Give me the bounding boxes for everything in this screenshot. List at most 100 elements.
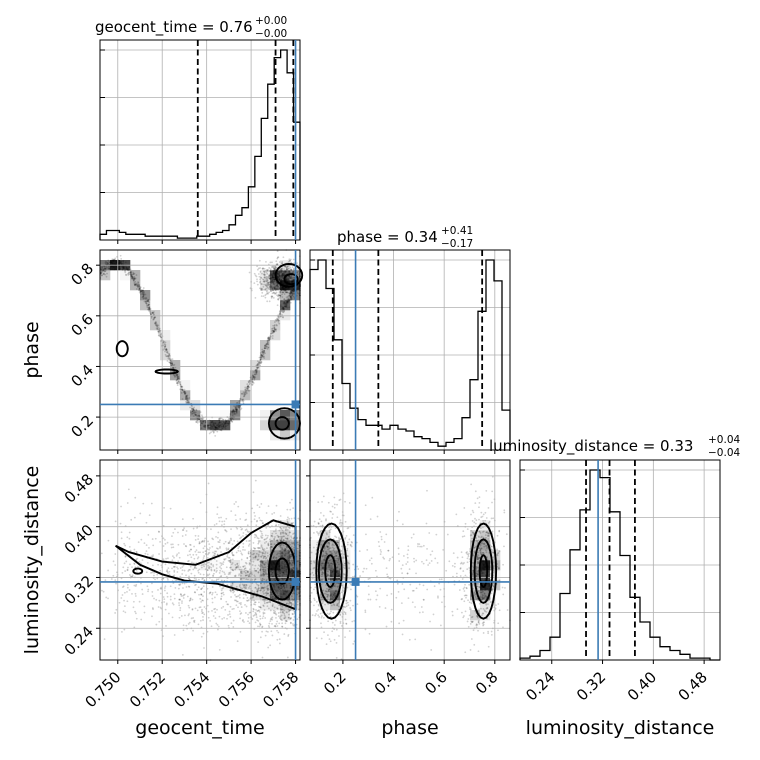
panel-time-distance-sample-point: [202, 547, 205, 550]
panel-time-distance-sample-point: [243, 565, 246, 567]
panel-time-phase-sample-point: [272, 330, 275, 333]
panel-phase-distance-sample-point: [436, 561, 439, 564]
panel-time-distance-sample-point: [279, 608, 282, 610]
panel-time-phase-sample-point: [180, 388, 183, 391]
panel-time-phase-sample-point: [187, 401, 190, 403]
panel-time-phase-sample-point: [218, 424, 221, 427]
panel-time-phase-sample-point: [252, 374, 254, 377]
panel-time-phase-sample-point: [282, 310, 285, 313]
panel-time-distance-sample-point: [125, 560, 128, 563]
panel-time-phase-sample-point: [115, 265, 118, 268]
panel-time-phase-sample-point: [256, 364, 259, 367]
panel-time-distance-sample-point: [126, 568, 129, 571]
panel-time-phase-sample-point: [267, 287, 270, 290]
panel-time-distance-sample-point: [201, 608, 203, 611]
panel-time-phase-sample-point: [122, 260, 125, 263]
panel-time-phase-sample-point: [169, 361, 171, 364]
panel-time-distance-sample-point: [233, 590, 236, 593]
panel-time-phase-sample-point: [224, 420, 227, 422]
panel-time-phase-sample-point: [286, 298, 289, 301]
panel-time-distance-sample-point: [252, 556, 255, 559]
panel-time-distance-sample-point: [232, 619, 235, 622]
panel-time-phase-sample-point: [142, 289, 145, 292]
panel-time-phase-sample-point: [209, 424, 212, 427]
panel-time-distance-sample-point: [162, 596, 165, 598]
panel-time-phase-sample-point: [287, 296, 289, 299]
panel-time-distance-sample-point: [199, 597, 202, 600]
panel-time-phase-sample-point: [171, 361, 173, 364]
panel-time-distance-sample-point: [214, 591, 217, 594]
panel-time-phase-sample-point: [235, 410, 238, 413]
panel-time-distance-sample-point: [133, 548, 136, 551]
panel-phase-distance-sample-point: [407, 597, 410, 600]
panel-time-distance-sample-point: [268, 607, 270, 610]
panel-time-distance-sample-point: [283, 633, 286, 635]
panel-time-distance-sample-point: [154, 578, 156, 581]
panel-time-phase-sample-point: [287, 280, 289, 283]
panel-time-distance-sample-point: [185, 545, 188, 548]
panel-time-distance-sample-point: [246, 571, 249, 574]
panel-time-phase-sample-point: [194, 411, 197, 414]
panel-time-phase-sample-point: [275, 323, 278, 326]
panel-time-phase-sample-point: [291, 280, 294, 282]
panel-time-distance-sample-point: [269, 620, 272, 623]
panel-time-phase-sample-point: [127, 267, 129, 270]
panel-time-distance-sample-point: [240, 558, 243, 561]
panel-time-phase-density-cell: [140, 300, 151, 311]
panel-time-phase-sample-point: [224, 419, 227, 421]
panel-time-distance-sample-point: [169, 595, 172, 598]
panel-time-distance-sample-point: [212, 565, 215, 568]
panel-time-distance-sample-point: [288, 550, 291, 553]
panel-time-distance-sample-point: [152, 554, 154, 557]
panel-time-distance-sample-point: [100, 552, 103, 555]
panel-time-distance-sample-point: [257, 558, 260, 561]
panel-time-distance-sample-point: [227, 547, 230, 550]
panel-time-phase-sample-point: [239, 398, 242, 401]
panel-time-phase-sample-point: [153, 313, 155, 316]
panel-time-distance-sample-point: [259, 617, 262, 620]
panel-time-phase-sample-point: [285, 301, 288, 304]
panel-time-distance-sample-point: [187, 604, 190, 607]
panel-time-phase-sample-point: [173, 375, 176, 378]
panel-time-phase-sample-point: [213, 425, 216, 428]
panel-time-distance-sample-point: [184, 534, 187, 536]
panel-time-distance-sample-point: [225, 517, 228, 520]
panel-time-distance-sample-point: [154, 537, 157, 540]
panel-phase-distance-sample-point: [332, 611, 335, 614]
panel-time-distance-sample-point: [177, 560, 180, 563]
panel-time-phase-sample-point: [113, 258, 116, 261]
panel-time-phase-sample-point: [287, 298, 290, 301]
panel-time-phase-sample-point: [188, 401, 191, 404]
panel-time-distance-sample-point: [211, 545, 214, 548]
panel-time-distance-sample-point: [181, 529, 184, 532]
panel-time-distance-sample-point: [254, 556, 257, 559]
panel-time-phase-sample-point: [177, 380, 180, 383]
panel-time-phase-sample-point: [122, 266, 125, 269]
panel-time-phase-sample-point: [121, 265, 124, 268]
panel-time-phase-sample-point: [265, 269, 268, 271]
panel-time-distance-sample-point: [162, 545, 165, 547]
panel-time-distance-sample-point: [223, 520, 226, 523]
panel-time-phase-sample-point: [215, 426, 218, 429]
panel-time-distance-sample-point: [162, 577, 165, 580]
panel-phase-distance-sample-point: [487, 632, 490, 635]
panel-time-distance-sample-point: [255, 524, 258, 527]
panel-time-phase-sample-point: [285, 305, 288, 308]
panel-time-phase-sample-point: [269, 334, 272, 337]
panel-time-phase-sample-point: [286, 300, 289, 303]
panel-time-distance-sample-point: [266, 601, 269, 604]
panel-time-phase-sample-point: [251, 380, 254, 383]
panel-time-phase-sample-point: [192, 409, 195, 412]
panel-time-phase-sample-point: [281, 311, 284, 314]
panel-time-distance-sample-point: [242, 593, 245, 596]
panel-time-phase-sample-point: [253, 373, 256, 376]
panel-time-distance-sample-point: [145, 521, 148, 524]
panel-time-distance-sample-point: [129, 563, 131, 566]
panel-time-distance-sample-point: [252, 608, 255, 611]
panel-time-phase-sample-point: [146, 308, 149, 311]
panel-time-distance-sample-point: [128, 545, 131, 548]
panel-time-phase-sample-point: [244, 388, 247, 391]
panel-time-phase-sample-point: [186, 397, 189, 400]
panel-time-phase-sample-point: [264, 345, 267, 348]
panel-time-phase-sample-point: [214, 429, 217, 432]
